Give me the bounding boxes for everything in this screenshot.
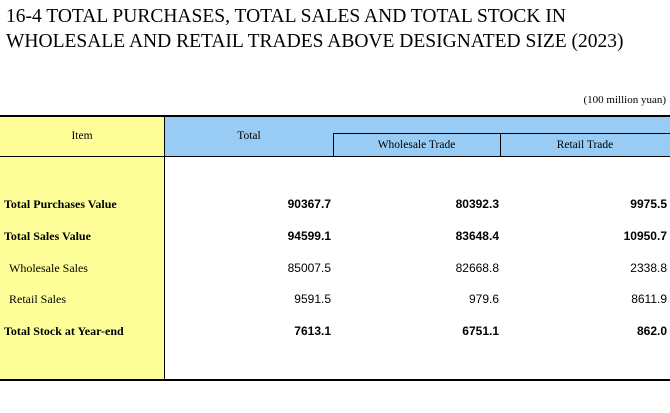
title-line-2: WHOLESALE AND RETAIL TRADES ABOVE DESIGN… xyxy=(6,31,624,52)
cell-wholesale: 83648.4 xyxy=(455,229,499,243)
header-retail-trade: Retail Trade xyxy=(556,139,614,151)
cell-retail: 2338.8 xyxy=(630,261,667,275)
subheader-rule xyxy=(333,133,670,134)
header-total: Total xyxy=(237,130,261,142)
cell-retail: 9975.5 xyxy=(630,197,667,211)
header-item: Item xyxy=(71,130,93,142)
bottom-rule xyxy=(0,379,670,381)
header-wholesale-trade: Wholesale Trade xyxy=(377,139,456,151)
row-label: Total Sales Value xyxy=(4,229,91,243)
cell-wholesale: 6751.1 xyxy=(462,324,499,338)
unit-note: (100 million yuan) xyxy=(583,94,667,106)
table-title: 16-4 TOTAL PURCHASES, TOTAL SALES AND TO… xyxy=(6,4,668,54)
cell-wholesale: 82668.8 xyxy=(455,261,499,275)
item-divider xyxy=(164,117,165,379)
retail-left-divider xyxy=(500,133,501,157)
row-label: Retail Sales xyxy=(9,292,66,306)
cell-wholesale: 80392.3 xyxy=(455,197,499,211)
table-row: Wholesale Sales 85007.5 82668.8 2338.8 xyxy=(0,259,670,279)
cell-total: 7613.1 xyxy=(294,324,331,338)
cell-total: 94599.1 xyxy=(287,229,331,243)
top-rule xyxy=(0,115,670,117)
table-row: Total Sales Value 94599.1 83648.4 10950.… xyxy=(0,227,670,247)
cell-total: 85007.5 xyxy=(287,261,331,275)
cell-wholesale: 979.6 xyxy=(468,292,499,306)
cell-retail: 10950.7 xyxy=(623,229,667,243)
row-label: Wholesale Sales xyxy=(9,261,88,275)
wholesale-left-divider xyxy=(333,133,334,157)
table-row: Total Purchases Value 90367.7 80392.3 99… xyxy=(0,195,670,215)
cell-total: 90367.7 xyxy=(287,197,331,211)
table-row: Total Stock at Year-end 7613.1 6751.1 86… xyxy=(0,322,670,342)
title-line-1: 16-4 TOTAL PURCHASES, TOTAL SALES AND TO… xyxy=(6,6,566,27)
row-label: Total Purchases Value xyxy=(4,197,117,211)
table-row: Retail Sales 9591.5 979.6 8611.9 xyxy=(0,290,670,310)
item-column-band xyxy=(0,117,164,379)
row-label: Total Stock at Year-end xyxy=(4,324,124,338)
cell-retail: 862.0 xyxy=(636,324,667,338)
cell-retail: 8611.9 xyxy=(631,292,667,306)
cell-total: 9591.5 xyxy=(294,292,331,306)
header-bottom-rule xyxy=(0,156,670,157)
